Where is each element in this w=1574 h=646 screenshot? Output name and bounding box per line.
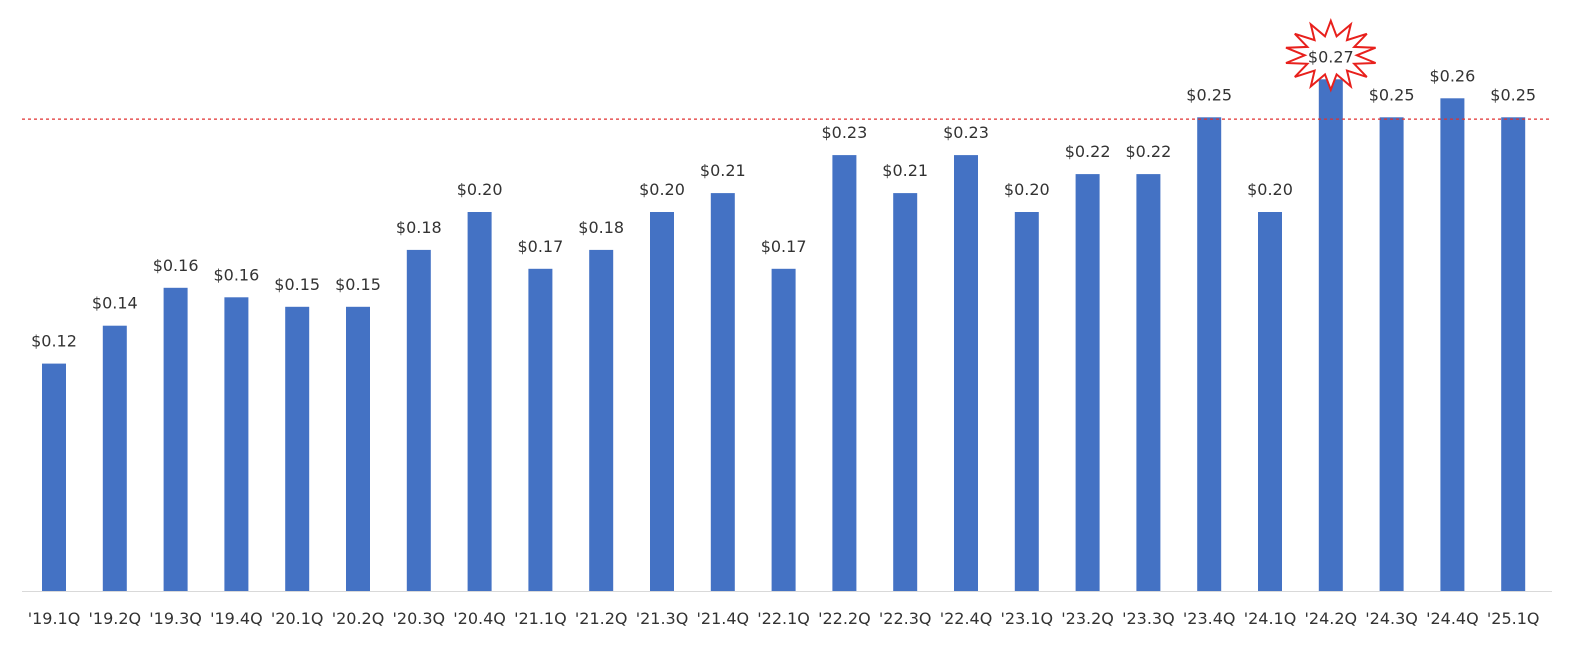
- x-tick-label-14: '22.3Q: [879, 609, 932, 628]
- x-tick-label-10: '21.3Q: [636, 609, 689, 628]
- bar-12: [771, 268, 796, 591]
- bar-13: [832, 155, 857, 591]
- bar-11: [710, 193, 735, 591]
- value-label-18: $0.22: [1125, 142, 1171, 161]
- value-label-24: $0.25: [1490, 85, 1536, 104]
- bar-18: [1136, 174, 1161, 591]
- value-label-9: $0.18: [578, 218, 624, 237]
- x-tick-label-21: '24.2Q: [1304, 609, 1357, 628]
- value-label-8: $0.17: [517, 237, 563, 256]
- value-label-5: $0.15: [335, 275, 381, 294]
- value-label-4: $0.15: [274, 275, 320, 294]
- x-tick-label-16: '23.1Q: [1000, 609, 1053, 628]
- x-tick-label-12: '22.1Q: [757, 609, 810, 628]
- x-tick-label-0: '19.1Q: [28, 609, 81, 628]
- value-label-7: $0.20: [457, 180, 503, 199]
- value-label-16: $0.20: [1004, 180, 1050, 199]
- bar-3: [224, 297, 249, 591]
- bar-24: [1501, 117, 1526, 592]
- bar-16: [1014, 212, 1039, 591]
- value-label-3: $0.16: [213, 265, 259, 284]
- x-tick-label-2: '19.3Q: [149, 609, 202, 628]
- bar-2: [163, 287, 188, 591]
- x-tick-label-1: '19.2Q: [88, 609, 141, 628]
- x-tick-label-17: '23.2Q: [1061, 609, 1114, 628]
- value-label-6: $0.18: [396, 218, 442, 237]
- bar-21: [1318, 79, 1343, 592]
- bar-23: [1440, 98, 1465, 592]
- bar-19: [1197, 117, 1222, 592]
- bar-6: [406, 249, 431, 591]
- value-label-21: $0.27: [1308, 47, 1354, 66]
- x-tick-label-19: '23.4Q: [1183, 609, 1236, 628]
- value-label-23: $0.26: [1429, 66, 1475, 85]
- x-tick-label-23: '24.4Q: [1426, 609, 1479, 628]
- value-label-13: $0.23: [821, 123, 867, 142]
- bar-14: [893, 193, 918, 591]
- value-label-19: $0.25: [1186, 85, 1232, 104]
- value-label-1: $0.14: [92, 294, 138, 313]
- bar-1: [102, 325, 127, 591]
- bar-20: [1258, 212, 1282, 591]
- x-tick-label-22: '24.3Q: [1365, 609, 1418, 628]
- value-label-17: $0.22: [1065, 142, 1111, 161]
- x-tick-label-20: '24.1Q: [1244, 609, 1297, 628]
- bar-9: [589, 249, 614, 591]
- bar-8: [528, 268, 553, 591]
- bar-7: [467, 212, 492, 591]
- value-label-15: $0.23: [943, 123, 989, 142]
- value-label-22: $0.25: [1369, 85, 1415, 104]
- value-labels-group: $0.12 $0.14 $0.16 $0.16 $0.15 $0.15 $0.18 $0.20…: [31, 47, 1536, 350]
- bar-5: [346, 306, 370, 592]
- value-label-12: $0.17: [761, 237, 807, 256]
- value-label-11: $0.21: [700, 161, 746, 180]
- x-tick-label-11: '21.4Q: [696, 609, 749, 628]
- x-tick-label-8: '21.1Q: [514, 609, 567, 628]
- bar-22: [1379, 117, 1404, 592]
- x-tick-labels-group: '19.1Q '19.2Q '19.3Q '19.4Q '20.1Q '20.2Q '20.…: [28, 609, 1540, 628]
- x-tick-label-24: '25.1Q: [1487, 609, 1540, 628]
- value-label-20: $0.20: [1247, 180, 1293, 199]
- x-tick-label-9: '21.2Q: [575, 609, 628, 628]
- bar-15: [954, 155, 978, 591]
- x-tick-label-7: '20.4Q: [453, 609, 506, 628]
- x-tick-label-13: '22.2Q: [818, 609, 871, 628]
- x-tick-label-5: '20.2Q: [332, 609, 385, 628]
- bar-17: [1075, 174, 1100, 591]
- highlight-group: [1285, 17, 1376, 93]
- x-tick-label-15: '22.4Q: [940, 609, 993, 628]
- x-tick-label-3: '19.4Q: [210, 609, 263, 628]
- value-label-2: $0.16: [153, 256, 199, 275]
- value-label-10: $0.20: [639, 180, 685, 199]
- bar-10: [650, 212, 674, 591]
- bar-4: [285, 306, 310, 592]
- x-tick-label-4: '20.1Q: [271, 609, 324, 628]
- bars-group: [42, 79, 1526, 592]
- highlight-starburst: [1285, 17, 1376, 93]
- value-label-14: $0.21: [882, 161, 928, 180]
- x-tick-label-18: '23.3Q: [1122, 609, 1175, 628]
- value-label-0: $0.12: [31, 332, 77, 351]
- x-tick-label-6: '20.3Q: [392, 609, 445, 628]
- bar-0: [42, 363, 66, 591]
